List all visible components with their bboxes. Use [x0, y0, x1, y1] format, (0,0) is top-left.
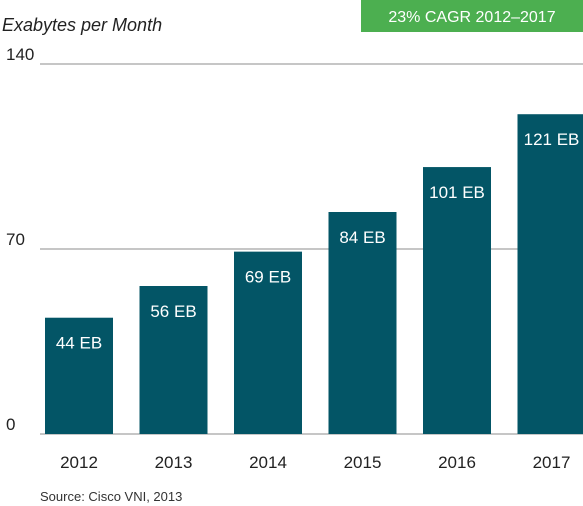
x-tick-label-2016: 2016	[438, 453, 476, 472]
y-axis-title: Exabytes per Month	[2, 15, 162, 35]
data-label-2013: 56 EB	[150, 302, 196, 321]
bars-group: 44 EB 56 EB 69 EB 84 EB 101 EB 121 EB	[45, 114, 583, 435]
data-label-2014: 69 EB	[245, 268, 291, 287]
bar-2016	[423, 167, 491, 435]
bar-2014	[234, 251, 302, 434]
bar-2013	[139, 286, 208, 434]
x-tick-label-2015: 2015	[344, 453, 382, 472]
cagr-badge: 23% CAGR 2012–2017	[388, 9, 555, 26]
data-label-2016: 101 EB	[429, 183, 485, 202]
bar-2012	[45, 317, 113, 434]
y-tick-label: 0	[6, 415, 15, 434]
gridlines	[40, 63, 583, 435]
y-tick-label: 70	[6, 230, 25, 249]
data-label-2012: 44 EB	[56, 334, 102, 353]
cagr-badge-background	[361, 0, 583, 32]
x-tick-label-2017: 2017	[533, 453, 571, 472]
y-tick-label: 140	[6, 45, 34, 64]
x-tick-label-2014: 2014	[249, 453, 287, 472]
data-label-2017: 121 EB	[524, 130, 580, 149]
bar-2017	[517, 114, 583, 434]
bar-2015	[328, 212, 397, 434]
source-note: Source: Cisco VNI, 2013	[40, 489, 182, 504]
y-ticks-group: 0 70 140	[6, 45, 34, 434]
x-tick-label-2013: 2013	[155, 453, 193, 472]
data-label-2015: 84 EB	[339, 228, 385, 247]
x-ticks-group: 2012 2013 2014 2015 2016 2017	[60, 453, 570, 472]
x-tick-label-2012: 2012	[60, 453, 98, 472]
